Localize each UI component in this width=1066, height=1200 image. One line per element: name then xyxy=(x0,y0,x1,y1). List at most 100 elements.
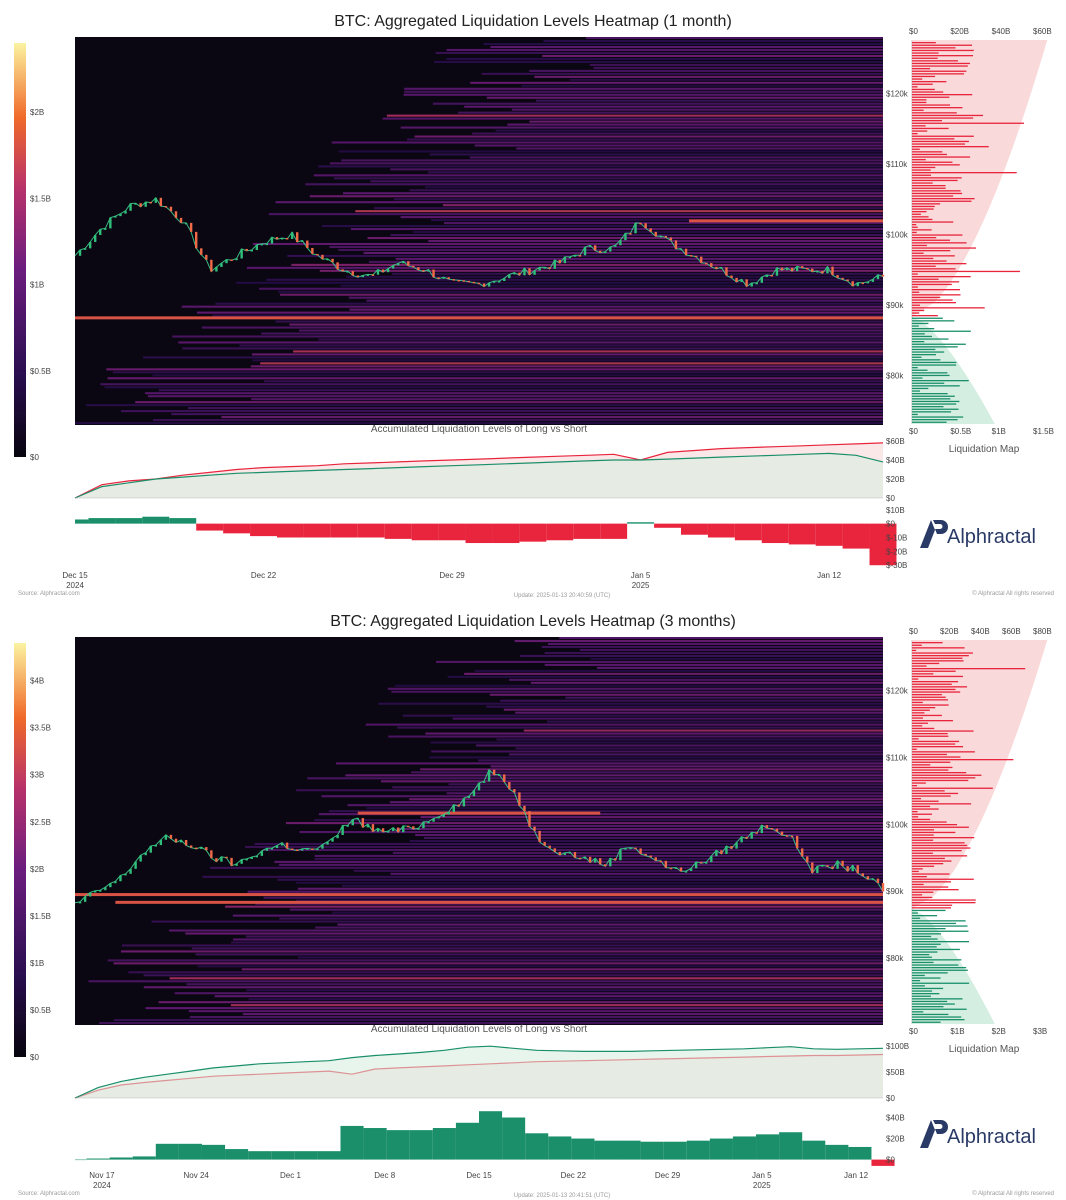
price-candle xyxy=(730,275,733,278)
price-candle xyxy=(88,241,92,249)
price-tick-label: $100k xyxy=(886,231,909,240)
price-candle xyxy=(790,835,794,838)
price-candle xyxy=(765,274,769,278)
liq-map-bar xyxy=(912,260,947,262)
liq-map-bar xyxy=(912,421,947,423)
price-tick-label: $80k xyxy=(886,954,904,963)
price-candle xyxy=(109,883,112,888)
liq-map-bar xyxy=(912,746,964,748)
price-candle xyxy=(619,848,622,861)
heatmap-band xyxy=(251,353,883,356)
liq-map-bar xyxy=(912,839,934,841)
price-candle xyxy=(422,821,425,829)
price-candle xyxy=(371,824,375,832)
heatmap-band xyxy=(331,141,883,144)
price-candle xyxy=(391,265,395,269)
price-candle xyxy=(301,848,304,851)
heatmap-band xyxy=(268,213,883,216)
price-candle xyxy=(568,256,572,259)
liq-map-bar xyxy=(912,915,938,917)
heatmap-band xyxy=(274,860,884,863)
liq-map-bar xyxy=(912,717,923,719)
liq-map-bar xyxy=(912,902,976,904)
heatmap-band xyxy=(197,311,884,314)
price-candle xyxy=(649,855,652,858)
liq-map-bar xyxy=(912,286,918,288)
heatmap-band xyxy=(546,720,883,723)
accum-tick-label: $100B xyxy=(886,1042,909,1051)
price-candle xyxy=(700,861,703,864)
liq-map-bar xyxy=(912,47,956,49)
price-candle xyxy=(578,857,582,860)
price-candle xyxy=(361,818,365,828)
heatmap-band xyxy=(106,368,883,371)
price-candle xyxy=(725,267,728,276)
liq-map-bar xyxy=(912,242,967,244)
price-candle xyxy=(205,847,208,851)
liq-map-bar xyxy=(912,735,949,737)
liq-map-bar xyxy=(912,803,972,805)
liq-map-bar xyxy=(912,226,918,228)
liq-map-bar xyxy=(912,276,971,278)
delta-bar xyxy=(411,523,439,541)
price-candle xyxy=(336,834,339,839)
price-candle xyxy=(437,817,440,819)
liq-map-bar xyxy=(912,733,948,735)
heatmap-band xyxy=(400,216,883,219)
delta-bar xyxy=(492,523,520,544)
heatmap-band xyxy=(299,831,883,834)
footer-rights: © Alphractal All rights reserved xyxy=(972,590,1054,597)
liq-map-bar xyxy=(912,221,954,223)
heatmap-band xyxy=(585,37,883,40)
x-year-label: 2024 xyxy=(93,1181,111,1190)
price-candle xyxy=(674,867,678,869)
price-candle xyxy=(94,235,97,242)
price-candle xyxy=(876,878,880,883)
heatmap-band xyxy=(299,329,883,332)
liq-map-bar xyxy=(912,675,963,678)
liq-map-bar xyxy=(912,114,984,117)
price-candle xyxy=(402,261,405,264)
price-candle xyxy=(139,203,142,207)
accum-long-line xyxy=(74,1045,884,1099)
price-candle xyxy=(694,255,698,258)
heatmap-band xyxy=(590,657,883,660)
liq-map-bar xyxy=(912,400,960,403)
heatmap-band xyxy=(428,239,883,243)
liq-map-bar xyxy=(912,138,955,140)
price-candle xyxy=(583,247,587,256)
price-candle xyxy=(876,274,880,280)
heatmap-band xyxy=(559,637,883,640)
heatmap-band xyxy=(280,293,883,296)
heatmap-band xyxy=(355,210,884,213)
heatmap-band xyxy=(305,183,884,186)
liq-map-bar xyxy=(912,688,956,691)
liq-map-top-tick: $60B xyxy=(1033,27,1052,36)
liq-map-bar xyxy=(912,247,976,249)
heatmap-band xyxy=(319,269,884,272)
liq-map-bar xyxy=(912,86,918,88)
liq-map-bar xyxy=(912,881,952,883)
price-candle xyxy=(770,274,774,277)
heatmap-band xyxy=(411,771,883,774)
accum-long-area xyxy=(75,1046,883,1098)
heatmap-band xyxy=(239,344,884,347)
liq-map-bar xyxy=(912,1013,949,1016)
heatmap-band xyxy=(120,950,883,953)
liq-map-bar xyxy=(912,842,965,844)
heatmap-band xyxy=(314,857,883,860)
liq-map-bar xyxy=(912,216,929,218)
price-candle xyxy=(755,832,758,834)
price-candle xyxy=(811,268,814,272)
heatmap-band xyxy=(435,51,883,55)
heatmap-band xyxy=(365,723,883,726)
price-candle xyxy=(644,223,647,229)
price-candle xyxy=(154,197,157,203)
x-year-label: 2024 xyxy=(66,581,84,590)
liq-map-bar xyxy=(912,348,936,351)
heatmap-band xyxy=(333,177,883,180)
delta-bar xyxy=(248,1151,272,1160)
price-candle xyxy=(189,222,193,232)
liq-map-bar xyxy=(912,109,924,111)
heatmap-band xyxy=(397,726,883,729)
